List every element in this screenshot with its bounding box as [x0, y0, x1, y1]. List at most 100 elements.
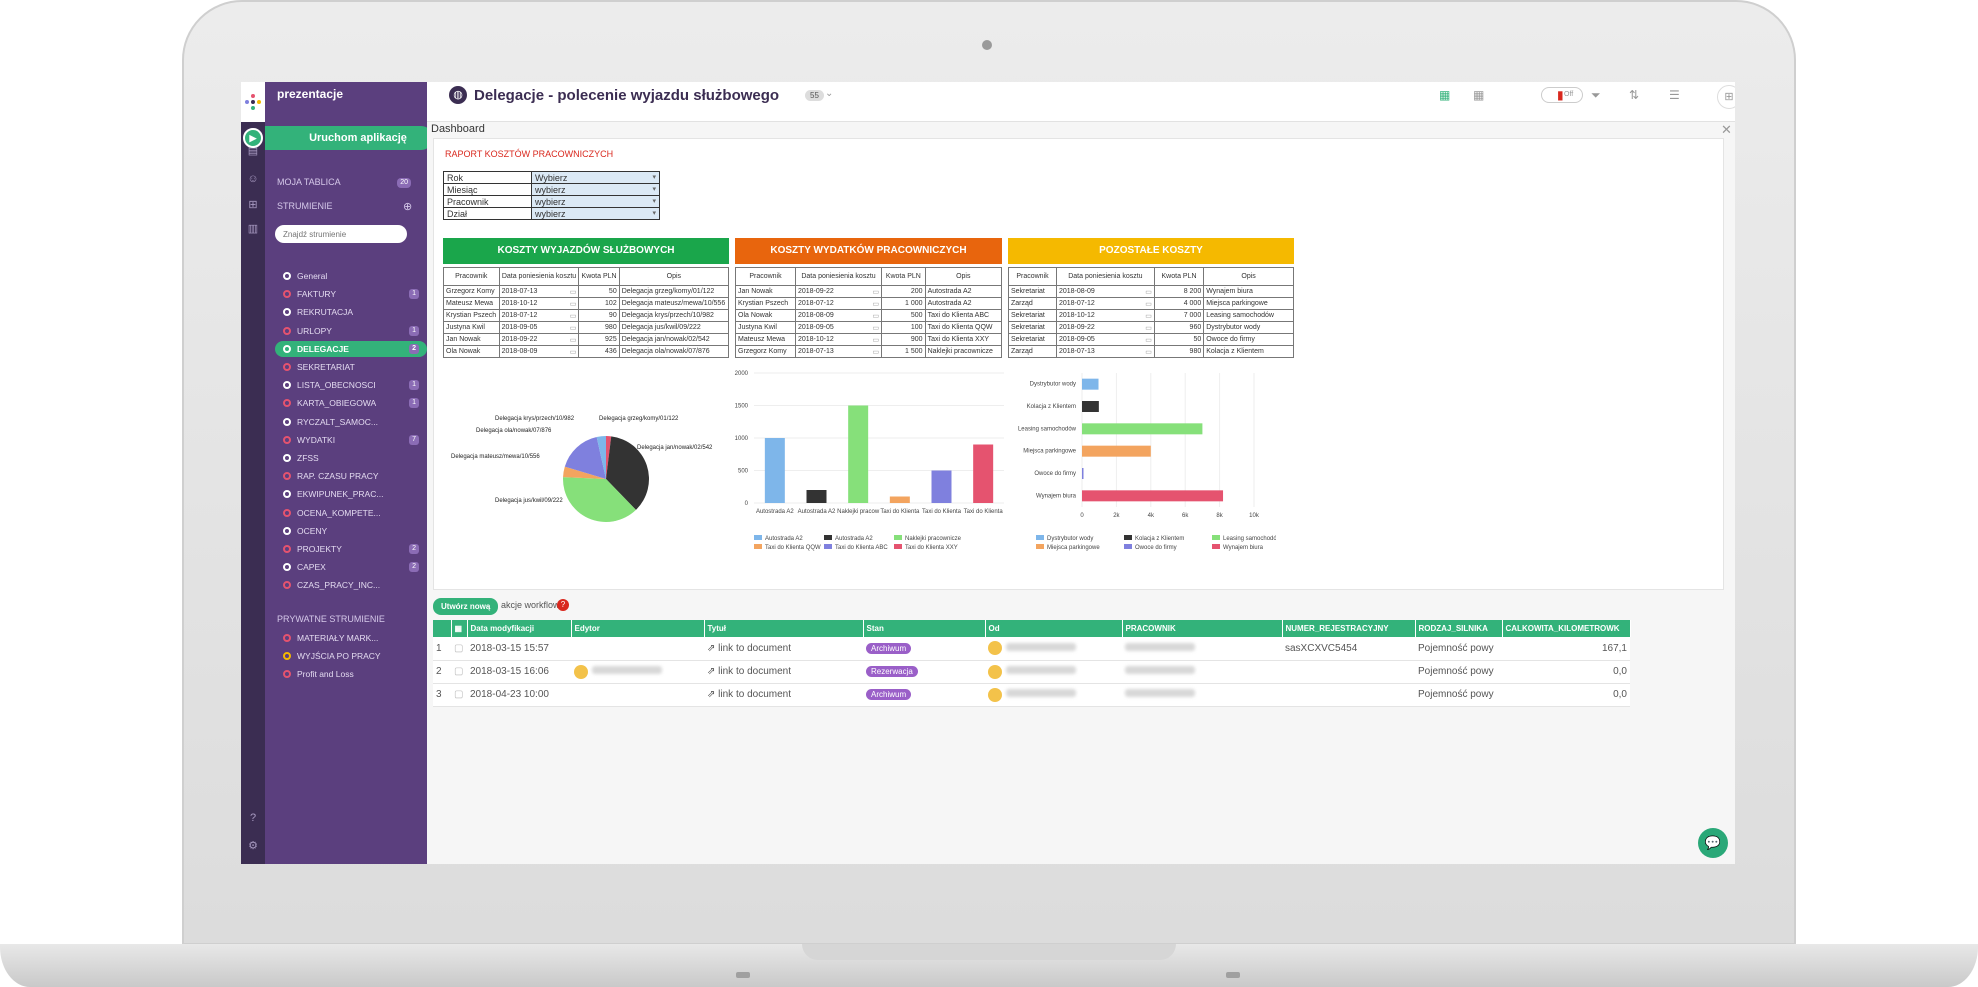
calendar-icon[interactable]: ▭: [1145, 300, 1152, 308]
grid-column-header[interactable]: Edytor: [571, 620, 705, 637]
sidebar-item[interactable]: REKRUTACJA: [275, 304, 427, 320]
grid-column-header[interactable]: NUMER_REJESTRACYJNY: [1282, 620, 1416, 637]
sidebar-item[interactable]: General: [275, 268, 427, 284]
help-icon[interactable]: ?: [249, 812, 257, 824]
sidebar-item[interactable]: PROJEKTY 2: [275, 541, 427, 557]
calendar-icon[interactable]: ▭: [569, 312, 577, 320]
calendar-icon[interactable]: ▭: [1145, 336, 1152, 344]
sidebar-item[interactable]: RAP. CZASU PRACY: [275, 468, 427, 484]
pie-slice[interactable]: [606, 436, 612, 479]
create-new-button[interactable]: Utwórz nową: [433, 598, 499, 615]
bar[interactable]: [931, 470, 952, 504]
toggle-switch[interactable]: Off: [1541, 87, 1583, 103]
grid-icon[interactable]: ⊞: [1717, 85, 1735, 109]
calendar-icon[interactable]: ▭: [569, 336, 577, 344]
bar[interactable]: [848, 405, 869, 504]
chat-icon[interactable]: 💬: [1698, 828, 1728, 858]
filter-icon[interactable]: ⏷: [1591, 88, 1601, 102]
calendar-icon[interactable]: ▭: [872, 324, 880, 332]
sort-icon[interactable]: ⇅: [1629, 88, 1640, 102]
sidebar-item[interactable]: WYDATKI 7: [275, 432, 427, 448]
row-checkbox[interactable]: ▢: [451, 637, 467, 661]
grid-column-header[interactable]: ▦: [451, 620, 468, 637]
my-board-link[interactable]: MOJA TABLICA: [277, 177, 341, 187]
grid-column-header[interactable]: RODZAJ_SILNIKA: [1415, 620, 1503, 637]
calendar-icon[interactable]: ▭: [1145, 324, 1152, 332]
list-icon[interactable]: ☰: [1669, 88, 1680, 102]
bar[interactable]: [973, 444, 994, 504]
grid-column-header[interactable]: CALKOWITA_KILOMETROWK: [1502, 620, 1631, 637]
pie-slice[interactable]: [596, 436, 606, 479]
sidebar-item[interactable]: URLOPY 1: [275, 323, 427, 339]
sidebar-item[interactable]: OCENY: [275, 523, 427, 539]
launch-app-button[interactable]: ▶ Uruchom aplikację: [243, 126, 433, 150]
grid-column-header[interactable]: Tytuł: [704, 620, 864, 637]
pie-slice[interactable]: [564, 437, 606, 479]
bar[interactable]: [806, 490, 827, 503]
sidebar-item[interactable]: EKWIPUNEK_PRAC...: [275, 486, 427, 502]
calendar-icon[interactable]: ▭: [872, 312, 880, 320]
private-stream-item[interactable]: Profit and Loss: [275, 666, 427, 682]
app-logo[interactable]: [241, 82, 265, 122]
gear-icon[interactable]: ⚙: [248, 840, 258, 852]
table-row[interactable]: 1 ▢ 2018-03-15 15:57 ⇗ link to document Arch…: [433, 637, 1630, 661]
calendar-icon[interactable]: ▭: [569, 324, 577, 332]
private-stream-item[interactable]: MATERIAŁY MARK...: [275, 630, 427, 646]
sidebar-item[interactable]: DELEGACJE 2: [275, 340, 427, 357]
document-link[interactable]: link to document: [718, 666, 791, 677]
filter-select[interactable]: Wybierz ▾: [531, 171, 660, 184]
streams-heading[interactable]: STRUMIENIE: [277, 201, 333, 211]
clipboard-icon[interactable]: ▤: [247, 145, 259, 157]
calendar-icon[interactable]: ▭: [569, 288, 577, 296]
calendar-icon[interactable]: ▭: [569, 348, 577, 356]
grid-column-header[interactable]: [433, 620, 452, 637]
title-cell[interactable]: ⇗ link to document: [704, 683, 863, 707]
pie-slice[interactable]: [563, 477, 636, 522]
filter-select[interactable]: wybierz ▾: [531, 207, 660, 220]
table-view-icon[interactable]: ▦: [1473, 88, 1485, 102]
grid-column-header[interactable]: PRACOWNIK: [1122, 620, 1283, 637]
columns-icon[interactable]: ▮: [1557, 88, 1564, 102]
grid-column-header[interactable]: Od: [985, 620, 1123, 637]
grid-column-header[interactable]: Stan: [863, 620, 986, 637]
document-link[interactable]: link to document: [718, 689, 791, 700]
row-checkbox[interactable]: ▢: [451, 683, 467, 707]
filter-select[interactable]: wybierz ▾: [531, 195, 660, 208]
add-stream-icon[interactable]: ⊕: [403, 201, 413, 213]
bar[interactable]: [1082, 468, 1084, 479]
calendar-icon[interactable]: ▭: [872, 336, 880, 344]
sidebar-item[interactable]: CZAS_PRACY_INC...: [275, 577, 427, 593]
filter-select[interactable]: wybierz ▾: [531, 183, 660, 196]
sidebar-item[interactable]: RYCZALT_SAMOC...: [275, 414, 427, 430]
calendar-icon[interactable]: ▭: [569, 300, 577, 308]
calendar-icon[interactable]: ▭: [1145, 288, 1152, 296]
archive-icon[interactable]: ▥: [247, 223, 259, 235]
title-cell[interactable]: ⇗ link to document: [704, 660, 863, 684]
question-icon[interactable]: ?: [557, 599, 569, 611]
chevron-down-icon[interactable]: ⌄: [825, 88, 834, 99]
sidebar-item[interactable]: FAKTURY 1: [275, 286, 427, 302]
title-cell[interactable]: ⇗ link to document: [704, 637, 863, 661]
cart-icon[interactable]: ⊞: [248, 199, 258, 211]
close-icon[interactable]: ✕: [1721, 122, 1732, 137]
calendar-icon[interactable]: ▭: [1145, 312, 1152, 320]
sidebar-item[interactable]: KARTA_OBIEGOWA 1: [275, 395, 427, 411]
table-row[interactable]: 3 ▢ 2018-04-23 10:00 ⇗ link to document Arch…: [433, 683, 1630, 707]
pie-slice[interactable]: [606, 436, 649, 510]
bar[interactable]: [1082, 490, 1224, 502]
sidebar-item[interactable]: LISTA_OBECNOSCI 1: [275, 377, 427, 393]
calendar-icon[interactable]: ▭: [872, 288, 880, 296]
sidebar-item[interactable]: SEKRETARIAT: [275, 359, 427, 375]
calendar-icon[interactable]: ▭: [872, 300, 880, 308]
private-stream-item[interactable]: WYJŚCIA PO PRACY: [275, 648, 427, 664]
table-row[interactable]: 2 ▢ 2018-03-15 16:06 ⇗ link to document Reze…: [433, 660, 1630, 684]
row-checkbox[interactable]: ▢: [451, 660, 467, 684]
bar[interactable]: [1082, 423, 1203, 435]
bar[interactable]: [1082, 401, 1099, 412]
bar[interactable]: [889, 496, 910, 504]
stream-search-input[interactable]: [275, 225, 407, 243]
bar[interactable]: [1082, 445, 1151, 457]
bar[interactable]: [764, 438, 785, 503]
pie-slice[interactable]: [563, 466, 606, 479]
sidebar-item[interactable]: OCENA_KOMPETE...: [275, 505, 427, 521]
